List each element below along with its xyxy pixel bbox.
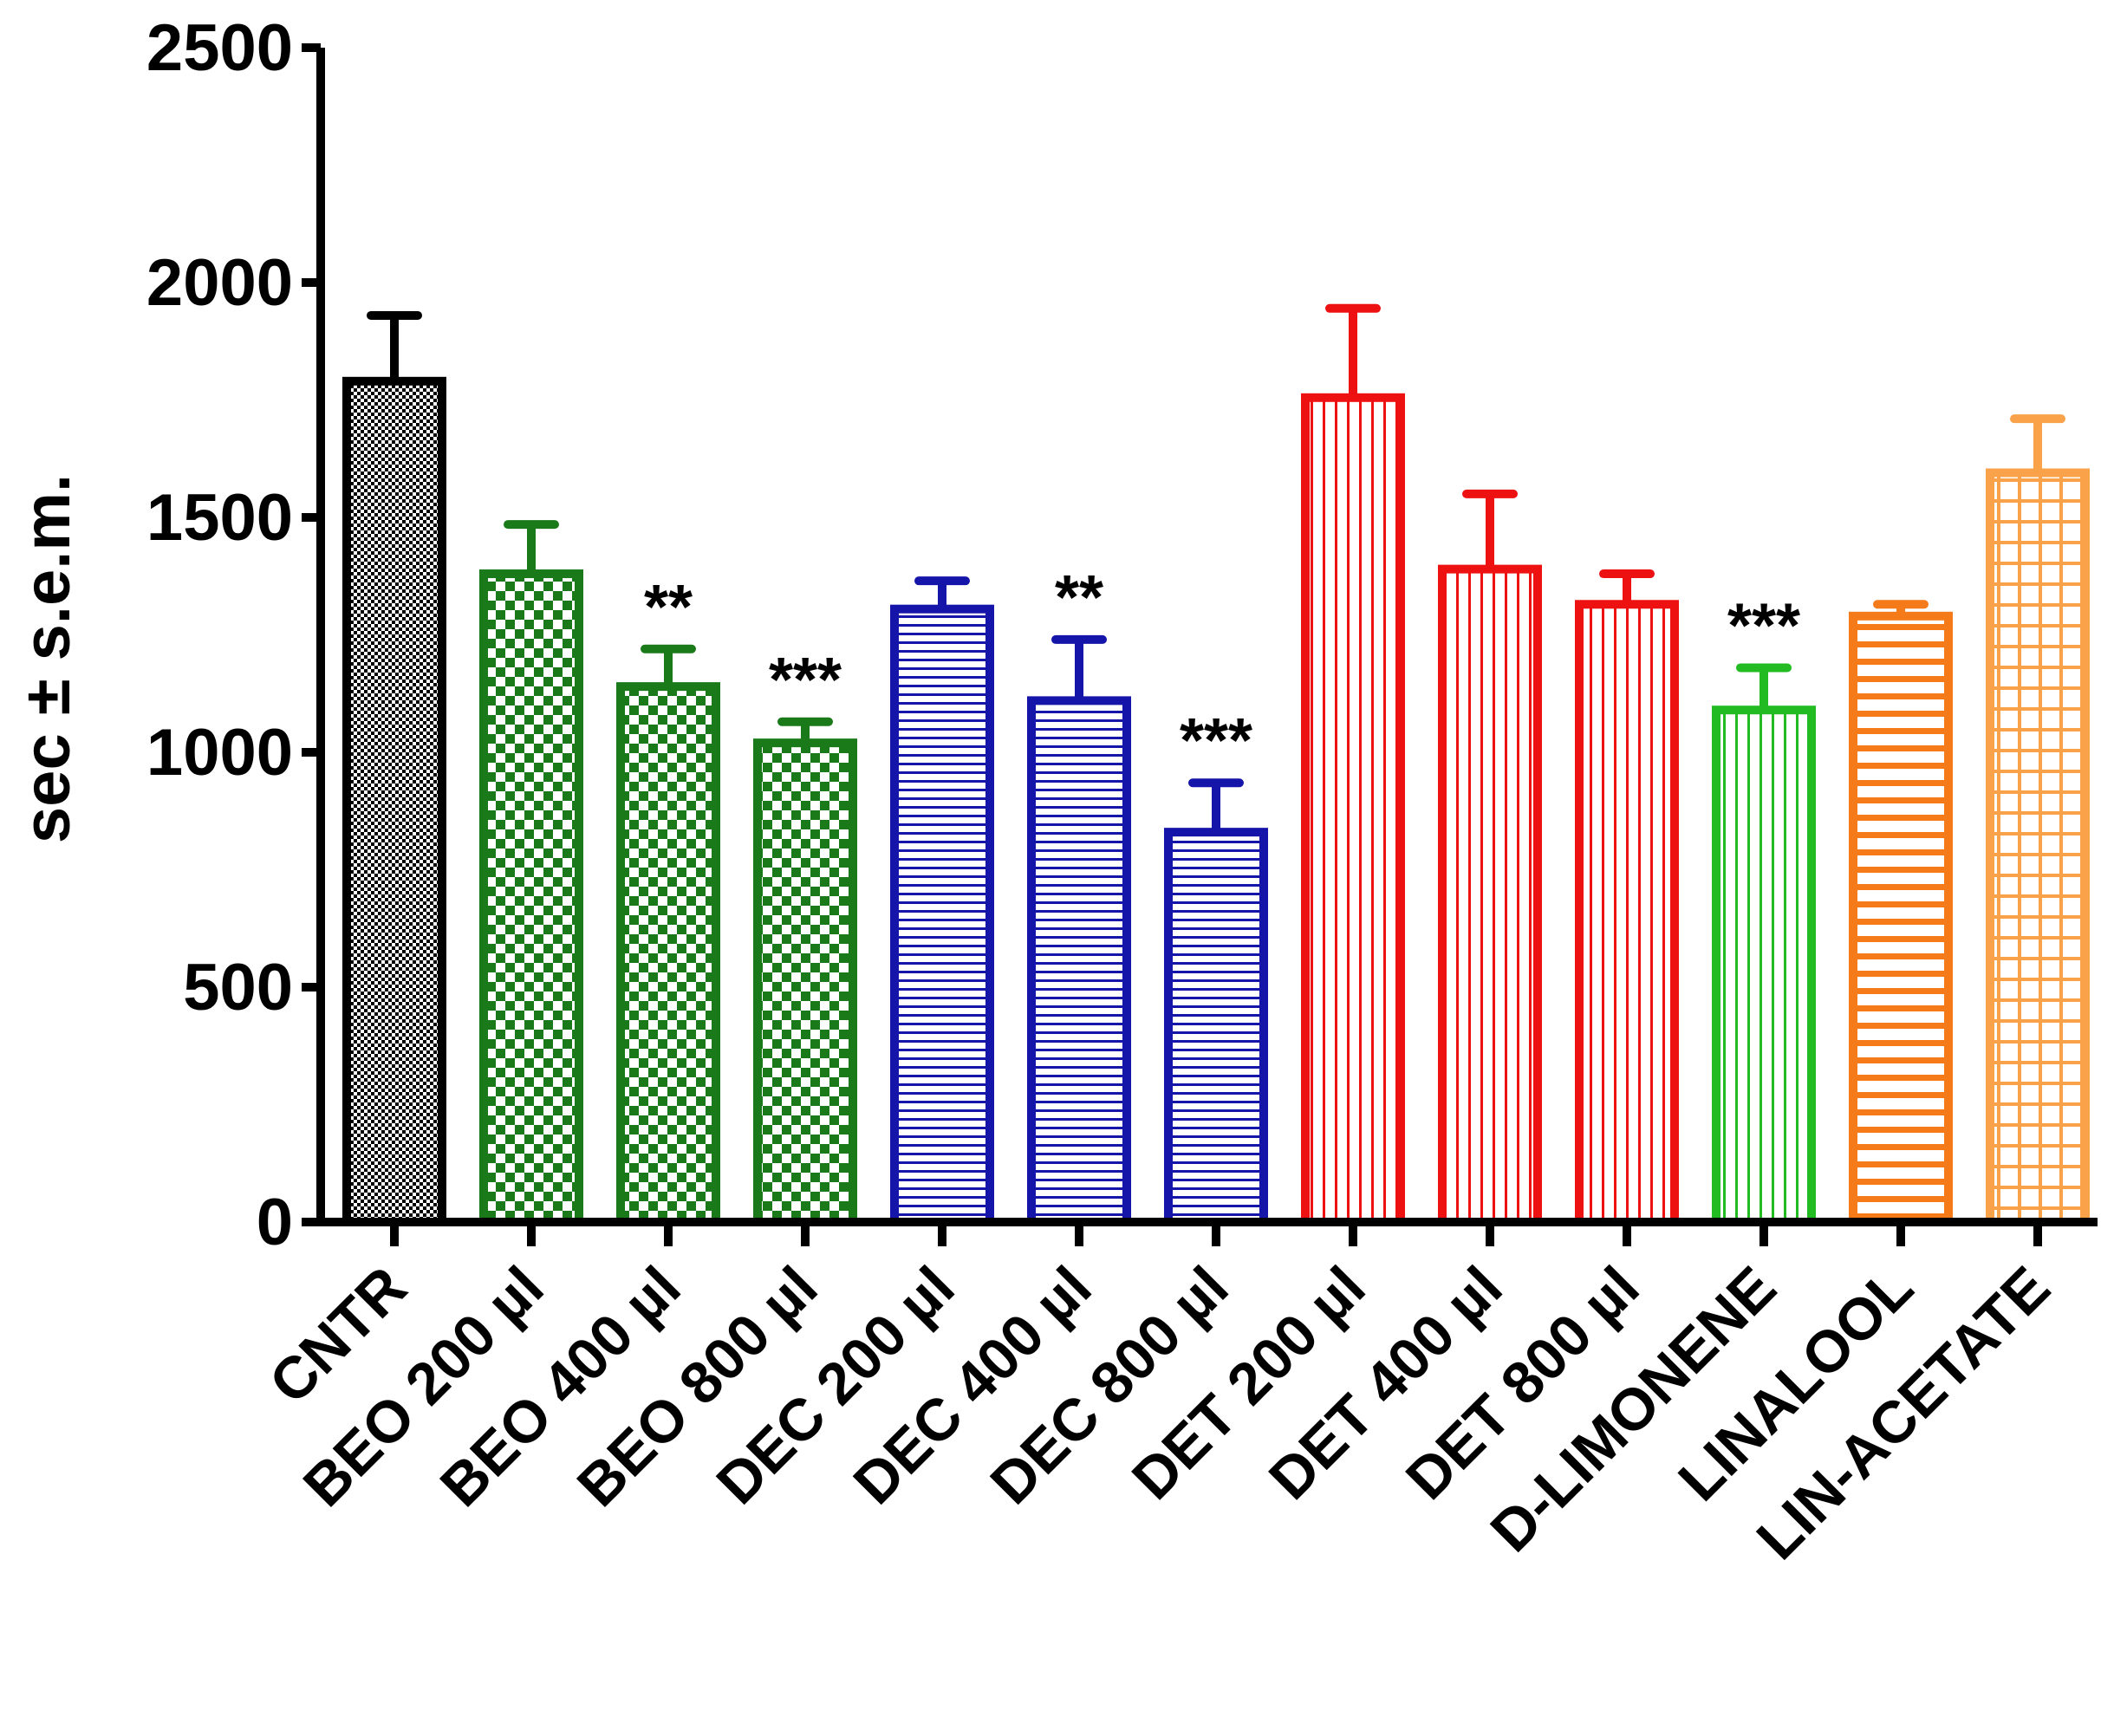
bar (1575, 600, 1679, 1226)
bar-group: *** (753, 646, 857, 1226)
bars-layer: ************* (342, 303, 2090, 1227)
bar-group: *** (1164, 706, 1268, 1226)
bar-group (1575, 569, 1679, 1226)
bar (1849, 611, 1953, 1226)
bar-group (479, 520, 583, 1226)
y-tick-label: 1000 (146, 716, 293, 790)
significance-label: *** (1727, 591, 1800, 660)
y-axis-label: sec ± s.e.m. (10, 474, 84, 843)
y-tick-label: 1500 (146, 481, 293, 555)
bar (1712, 705, 1816, 1226)
y-tick-label: 500 (183, 951, 293, 1024)
bar-group (1986, 414, 2090, 1226)
significance-label: *** (1180, 706, 1252, 776)
bar (1164, 828, 1268, 1226)
significance-label: ** (1055, 563, 1103, 633)
axes-layer (316, 48, 2098, 1226)
bar-group: ** (616, 573, 720, 1226)
bar-group (342, 310, 446, 1226)
y-tick-label: 2000 (146, 246, 293, 320)
bar (1027, 696, 1131, 1226)
significance-label: ** (644, 573, 693, 642)
bar (890, 604, 994, 1226)
bar (342, 376, 446, 1226)
bar-group (890, 576, 994, 1226)
bar (616, 682, 720, 1226)
bar (1986, 468, 2090, 1226)
bar-group: ** (1027, 563, 1131, 1226)
bar (1301, 393, 1405, 1227)
y-ticks: 0 500 1000 1500 2000 2500 (146, 11, 321, 1259)
bar-group (1438, 489, 1542, 1226)
y-tick-label: 0 (257, 1186, 293, 1259)
significance-label: *** (769, 646, 842, 715)
bar (1438, 564, 1542, 1226)
bar (753, 738, 857, 1226)
bar-group (1849, 600, 1953, 1226)
bar-group: *** (1712, 591, 1816, 1226)
bar (479, 569, 583, 1226)
bar-group (1301, 303, 1405, 1227)
y-tick-label: 2500 (146, 11, 293, 85)
